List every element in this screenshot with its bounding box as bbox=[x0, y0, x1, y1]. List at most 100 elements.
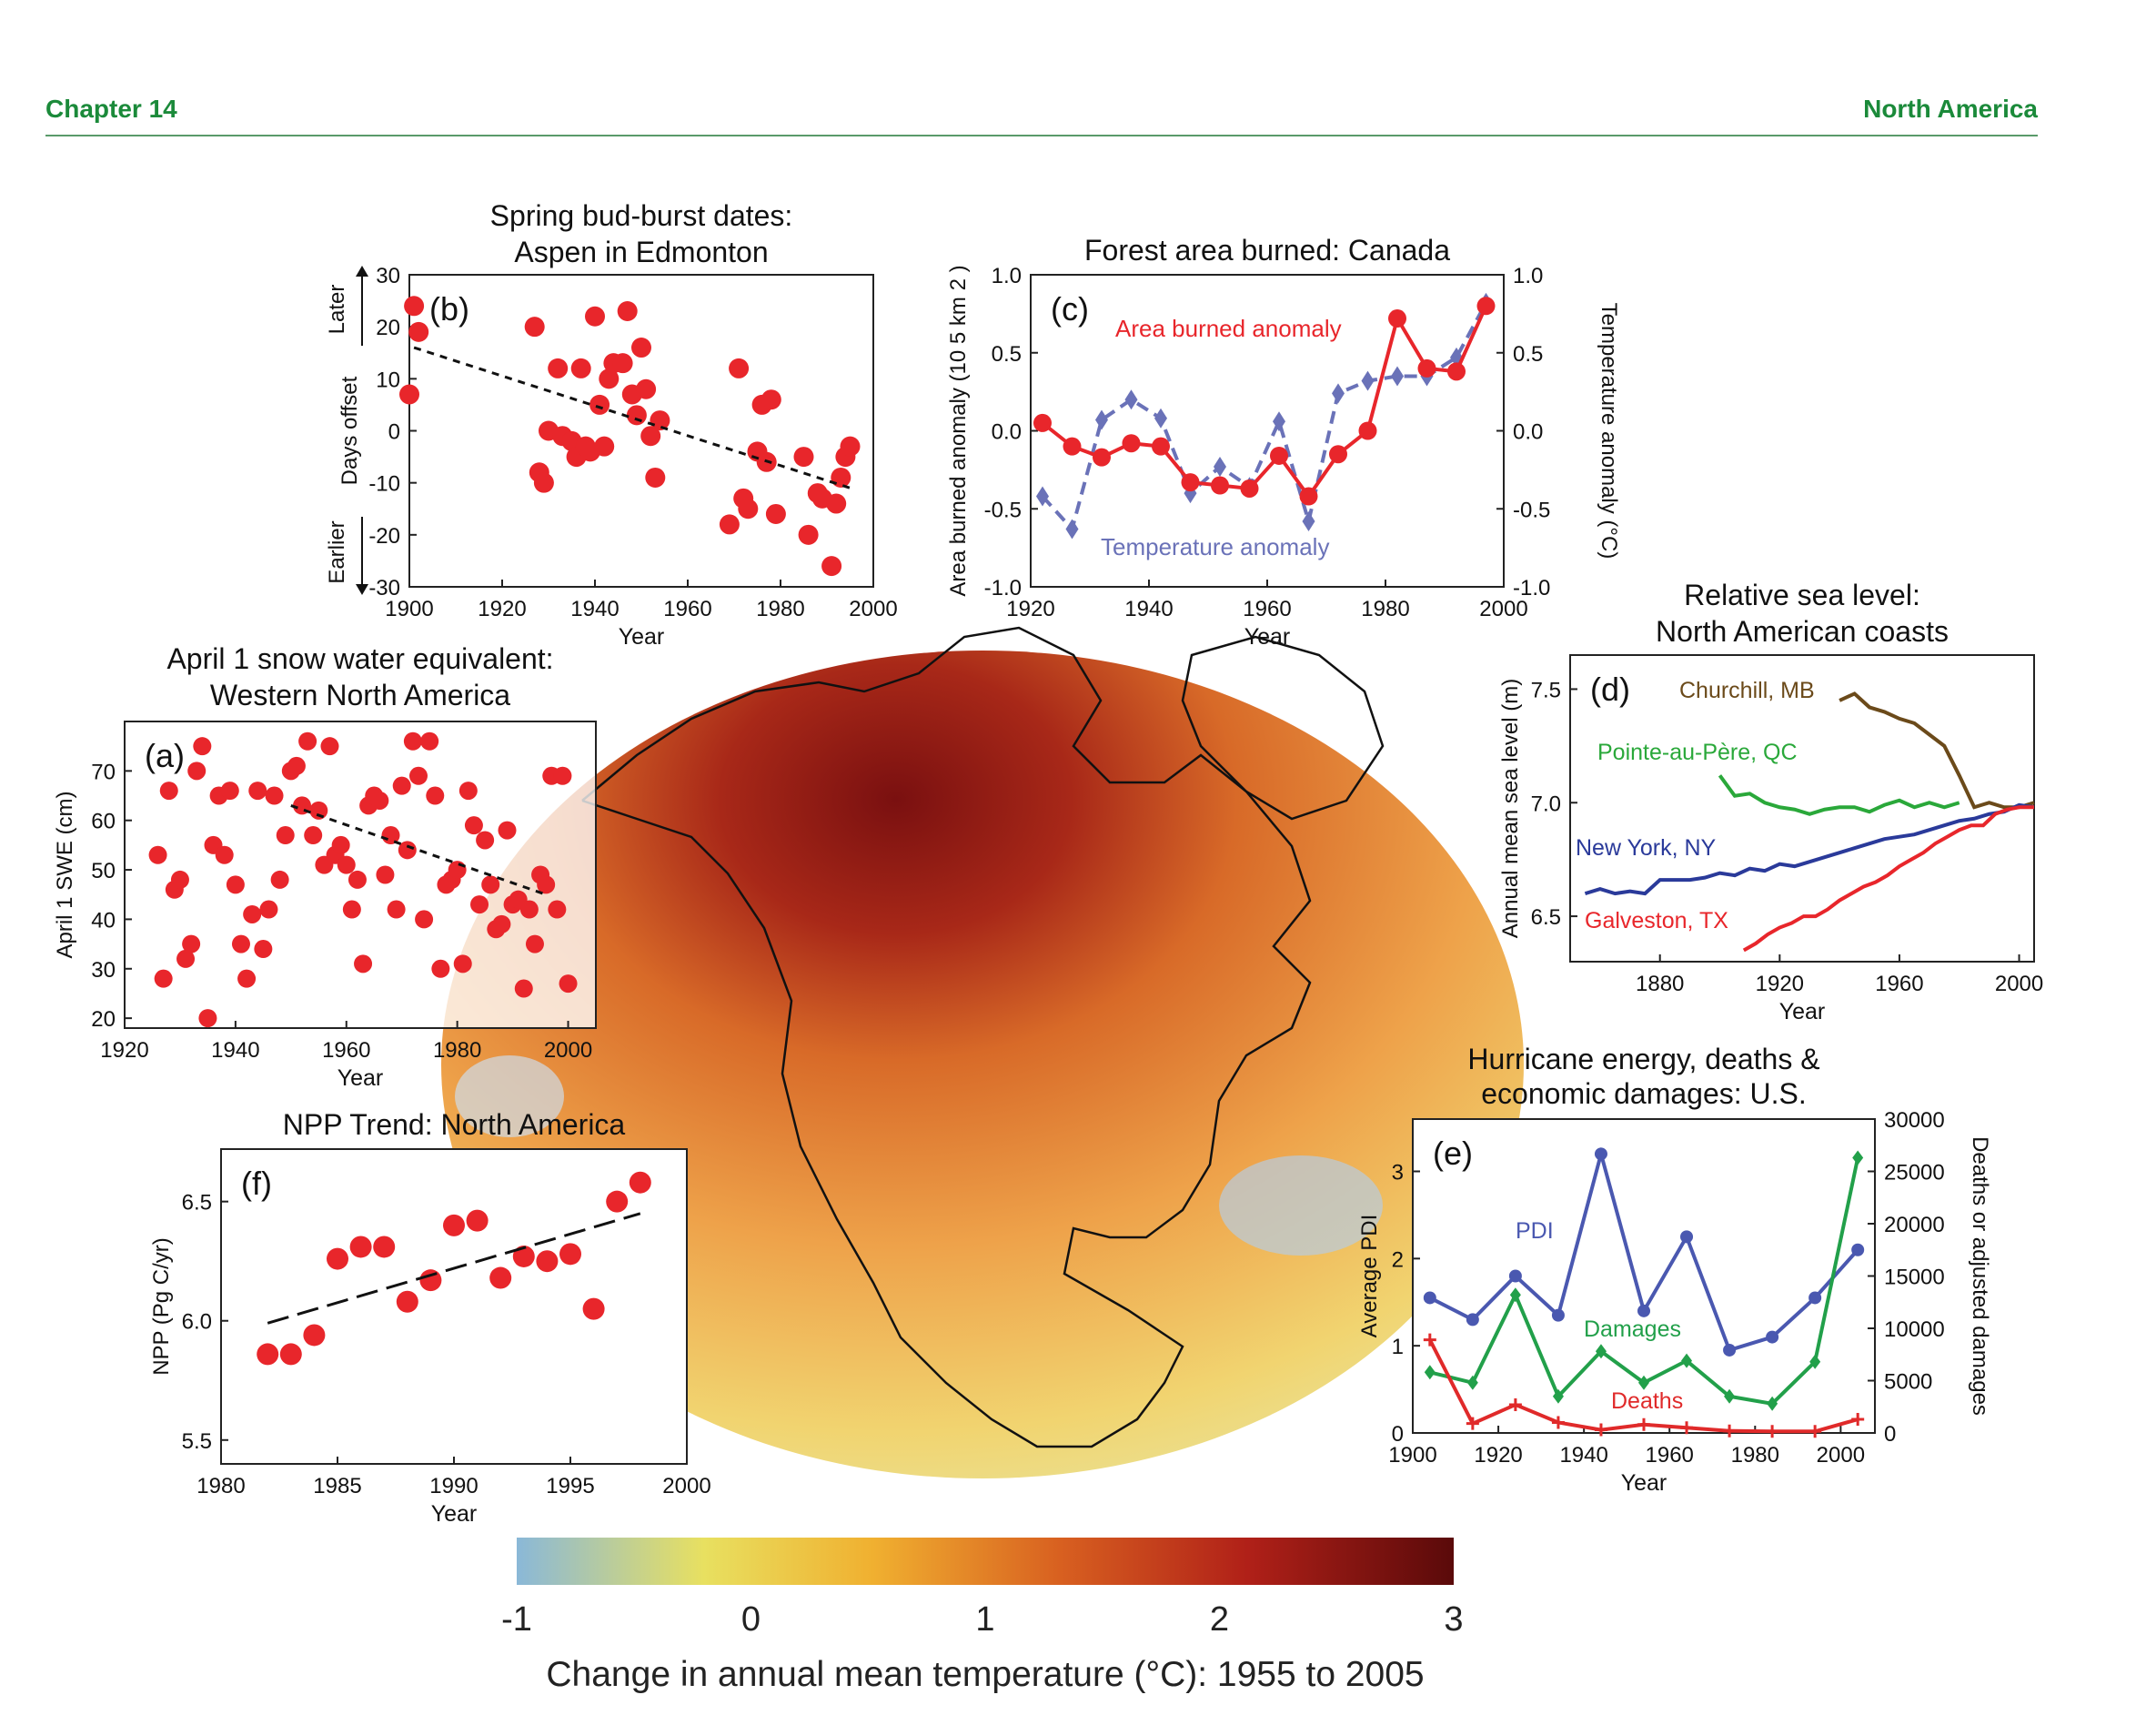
point-a-36 bbox=[348, 870, 367, 889]
map-coastline bbox=[581, 626, 1312, 1448]
y2-tick-e-2: 20000 bbox=[1884, 1213, 1945, 1237]
x-tick-e-0: 1900 bbox=[1388, 1443, 1436, 1468]
panel-d-sea-level: Relative sea level: North American coasts… bbox=[1498, 579, 2043, 1024]
chapter-label: Chapter 14 bbox=[45, 95, 177, 123]
x-label-f: Year bbox=[431, 1501, 478, 1527]
damages-marker-1 bbox=[1466, 1375, 1478, 1390]
point-b-45 bbox=[840, 436, 861, 457]
arrow-down-head bbox=[356, 584, 368, 595]
y-label-f: NPP (Pg C/yr) bbox=[149, 1237, 174, 1376]
sea-level-label-2: New York, NY bbox=[1576, 835, 1717, 861]
colorbar-tick-3: 2 bbox=[1210, 1600, 1229, 1639]
point-a-4 bbox=[170, 870, 189, 889]
x-tick-d-2: 1960 bbox=[1875, 972, 1923, 996]
x-tick-c-1: 1940 bbox=[1124, 597, 1173, 621]
point-b-14 bbox=[585, 306, 605, 327]
point-a-60 bbox=[481, 875, 500, 894]
point-a-70 bbox=[537, 875, 556, 894]
colorbar-tick-0: -1 bbox=[501, 1600, 532, 1639]
y-tick-c-1: 0.5 bbox=[992, 342, 1022, 367]
point-a-48 bbox=[415, 910, 434, 929]
point-b-43 bbox=[831, 467, 851, 488]
y2-tick-c-4: -1.0 bbox=[1513, 576, 1550, 600]
x-tick-c-0: 1920 bbox=[1006, 597, 1054, 621]
point-a-1 bbox=[154, 969, 173, 988]
pdi-marker-3 bbox=[1551, 1308, 1565, 1322]
colorbar-tick-4: 3 bbox=[1444, 1600, 1463, 1639]
point-a-28 bbox=[304, 826, 323, 845]
point-a-66 bbox=[514, 979, 533, 998]
x-tick-f-4: 2000 bbox=[662, 1474, 710, 1498]
panel-f-npp: NPP Trend: North America (f) 1980 1985 1990 1… bbox=[149, 1108, 711, 1527]
chart-subtitle-e: economic damages: U.S. bbox=[1481, 1077, 1807, 1110]
y2-label-c: Temperature anomaly (°C) bbox=[1597, 303, 1621, 560]
point-b-2 bbox=[399, 384, 419, 405]
sea-level-label-0: Churchill, MB bbox=[1679, 678, 1815, 703]
x-tick-f-2: 1990 bbox=[429, 1474, 478, 1498]
point-a-2 bbox=[159, 782, 178, 801]
plot-frame-b bbox=[408, 274, 874, 588]
temperature-marker-11 bbox=[1361, 370, 1375, 391]
point-a-51 bbox=[431, 959, 450, 978]
damages-marker-10 bbox=[1852, 1150, 1864, 1165]
pdi-marker-8 bbox=[1766, 1330, 1779, 1344]
y-tick-d-1: 7.0 bbox=[1531, 792, 1561, 816]
point-a-49 bbox=[420, 731, 439, 751]
point-b-23 bbox=[631, 338, 651, 358]
y-tick-b-6: -30 bbox=[368, 576, 400, 600]
point-b-3 bbox=[524, 317, 545, 338]
area-marker-2 bbox=[1093, 448, 1111, 467]
sea-level-label-1: Pointe-au-Père, QC bbox=[1597, 740, 1798, 765]
x-tick-b-0: 1900 bbox=[385, 597, 433, 621]
point-a-18 bbox=[248, 782, 267, 801]
point-a-31 bbox=[320, 737, 339, 756]
x-tick-a-1: 1940 bbox=[211, 1038, 259, 1063]
y-tick-a-3: 40 bbox=[91, 908, 116, 933]
point-a-50 bbox=[426, 786, 445, 805]
panel-b-bud-burst: Spring bud-burst dates: Aspen in Edmonton… bbox=[325, 199, 898, 650]
y-tick-e-1: 2 bbox=[1392, 1247, 1404, 1272]
chart-title-e: Hurricane energy, deaths & bbox=[1467, 1043, 1819, 1075]
panel-label-e: (e) bbox=[1433, 1135, 1473, 1172]
point-b-7 bbox=[548, 358, 569, 378]
y-tick-a-5: 20 bbox=[91, 1007, 116, 1032]
point-a-16 bbox=[237, 969, 257, 988]
area-marker-12 bbox=[1388, 309, 1406, 328]
point-a-14 bbox=[226, 875, 245, 894]
deaths-marker-7 bbox=[1723, 1424, 1737, 1438]
point-b-37 bbox=[793, 447, 814, 468]
y-tick-b-0: 30 bbox=[376, 264, 400, 288]
y2-tick-e-6: 0 bbox=[1884, 1422, 1896, 1447]
damages-marker-5 bbox=[1638, 1375, 1649, 1390]
x-label-d: Year bbox=[1779, 999, 1826, 1024]
pdi-marker-4 bbox=[1594, 1147, 1607, 1161]
point-a-37 bbox=[354, 954, 373, 974]
point-a-21 bbox=[265, 786, 284, 805]
sea-level-label-3: Galveston, TX bbox=[1585, 908, 1728, 933]
trend-line-a bbox=[290, 803, 547, 896]
pdi-marker-5 bbox=[1637, 1304, 1650, 1317]
point-b-5 bbox=[533, 472, 554, 493]
point-a-73 bbox=[553, 766, 572, 785]
point-a-6 bbox=[182, 934, 201, 953]
x-label-b: Year bbox=[619, 624, 665, 650]
x-tick-b-3: 1960 bbox=[663, 597, 711, 621]
point-f-11 bbox=[512, 1245, 535, 1267]
y2-tick-c-0: 1.0 bbox=[1513, 264, 1543, 288]
point-b-15 bbox=[589, 394, 610, 415]
x-label-e: Year bbox=[1621, 1470, 1667, 1496]
point-f-6 bbox=[396, 1290, 418, 1313]
y-tick-f-0: 6.5 bbox=[182, 1191, 212, 1216]
point-b-0 bbox=[404, 296, 425, 317]
y-label-e: Average PDI bbox=[1357, 1215, 1382, 1338]
point-f-8 bbox=[443, 1214, 465, 1236]
point-a-35 bbox=[342, 900, 361, 919]
deaths-marker-10 bbox=[1851, 1413, 1865, 1427]
map-island-greenland bbox=[1181, 635, 1385, 821]
x-tick-f-0: 1980 bbox=[196, 1474, 245, 1498]
x-tick-e-5: 2000 bbox=[1817, 1443, 1865, 1468]
chart-title-a: April 1 snow water equivalent: bbox=[166, 642, 553, 675]
y-tick-b-5: -20 bbox=[368, 524, 400, 549]
x-tick-a-4: 2000 bbox=[544, 1038, 592, 1063]
point-b-31 bbox=[738, 499, 759, 520]
